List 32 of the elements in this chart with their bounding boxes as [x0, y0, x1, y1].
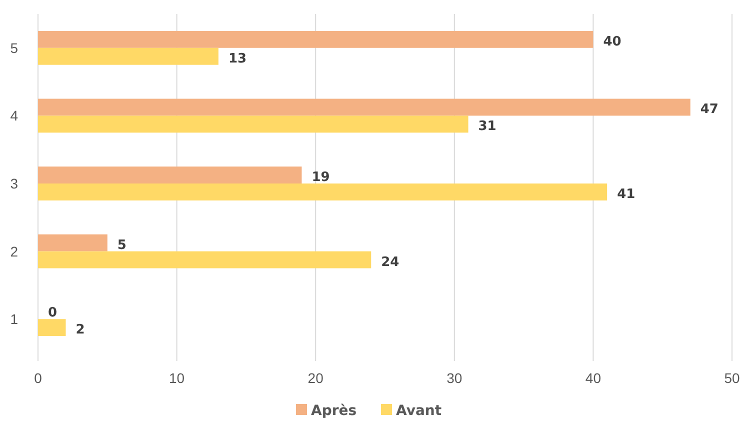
- data-label: 5: [117, 238, 126, 253]
- x-tick-label: 10: [169, 370, 185, 386]
- data-label: 13: [228, 51, 247, 66]
- y-tick-label: 4: [10, 108, 18, 124]
- x-tick-label: 40: [585, 370, 602, 386]
- data-label: 47: [700, 102, 718, 118]
- data-label: 31: [478, 119, 496, 134]
- bar: [38, 319, 66, 336]
- bar: [38, 251, 372, 268]
- bar: [38, 30, 594, 48]
- legend-label: Avant: [396, 403, 442, 419]
- x-tick-label: 20: [308, 370, 324, 386]
- y-tick-label: 1: [10, 311, 18, 328]
- x-tick-label: 50: [724, 370, 740, 386]
- y-tick-label: 3: [10, 176, 18, 192]
- legend-label: Après: [311, 403, 357, 419]
- data-label: 24: [381, 254, 400, 270]
- y-tick-label: 2: [10, 243, 18, 260]
- x-tick-label: 0: [34, 370, 42, 386]
- bar: [38, 48, 218, 65]
- data-label: 19: [312, 170, 330, 186]
- data-label: 2: [76, 322, 85, 338]
- y-tick-label: 5: [10, 40, 18, 56]
- data-label: 0: [48, 306, 58, 321]
- data-label: 40: [603, 34, 622, 50]
- x-tick-label: 30: [446, 370, 462, 386]
- bar: [38, 184, 608, 200]
- bar: [38, 166, 302, 184]
- bar: [38, 98, 690, 116]
- bar: [38, 116, 468, 133]
- data-label: 41: [617, 186, 636, 202]
- bar: [38, 234, 108, 252]
